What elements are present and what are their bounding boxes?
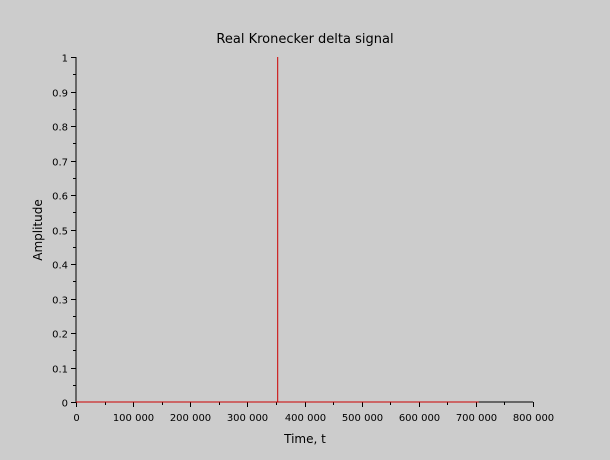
chart-title: Real Kronecker delta signal [216,32,393,47]
y-tick-label: 0.1 [52,365,68,376]
series-line-0 [76,57,479,403]
y-axis-label: Amplitude [31,199,45,261]
axes-group: 0 0.1 0.2 0.3 0.4 0.5 0.6 0.7 0.8 0.9 1 0 100 000 200… [52,54,554,425]
x-tick-label: 200 000 [170,413,211,424]
y-tick-label: 0.2 [52,330,68,341]
y-tick-label: 0 [62,399,68,410]
x-tick-label: 0 [73,413,79,424]
y-tick-label: 0.6 [52,192,68,203]
x-tick-label: 500 000 [342,413,383,424]
y-tick-label: 0.9 [52,89,68,100]
x-tick-label: 400 000 [285,413,326,424]
y-tick-label: 0.7 [52,158,68,169]
y-tick-label: 1 [62,54,68,65]
x-tick-label: 300 000 [227,413,268,424]
x-tick-label: 700 000 [456,413,497,424]
x-tick-label: 600 000 [399,413,440,424]
y-tick-label: 0.8 [52,123,68,134]
y-tick-label: 0.5 [52,227,68,238]
x-tick-label: 800 000 [513,413,554,424]
series-layer [76,57,479,403]
x-axis-label: Time, t [283,432,326,446]
y-tick-label: 0.3 [52,296,68,307]
x-tick-label: 100 000 [113,413,154,424]
y-tick-label: 0.4 [52,261,68,272]
